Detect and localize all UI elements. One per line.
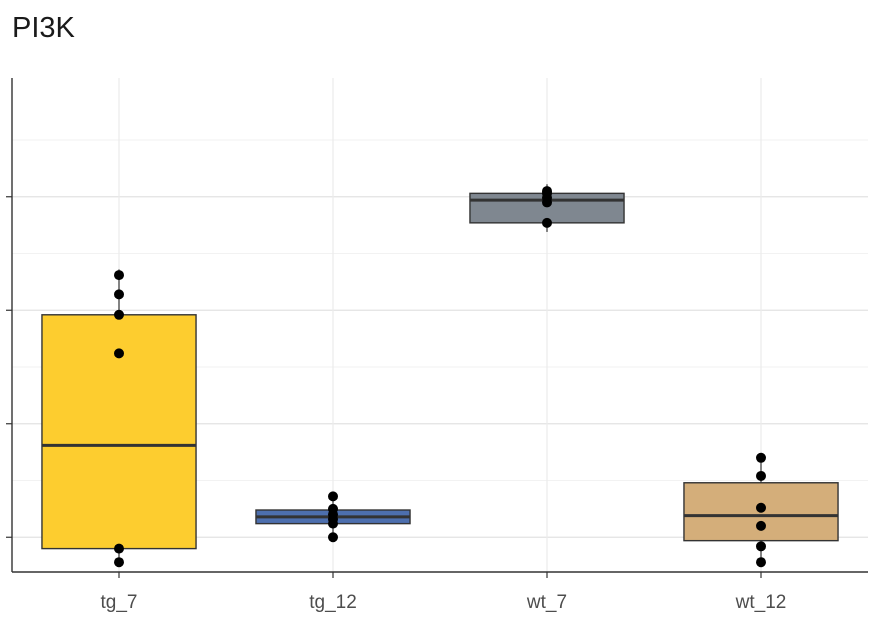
data-point-tg-7 [114, 348, 124, 358]
data-point-wt-12 [756, 521, 766, 531]
x-tick-label: tg_12 [309, 592, 357, 613]
data-point-wt-7 [542, 186, 552, 196]
data-point-wt-12 [756, 557, 766, 567]
data-point-wt-7 [542, 218, 552, 228]
x-tick-label: tg_7 [101, 592, 138, 613]
data-point-wt-12 [756, 541, 766, 551]
data-point-tg-12 [328, 504, 338, 514]
data-point-tg-7 [114, 289, 124, 299]
data-point-wt-12 [756, 503, 766, 513]
data-point-tg-12 [328, 491, 338, 501]
data-point-tg-7 [114, 270, 124, 280]
data-point-tg-7 [114, 557, 124, 567]
data-point-wt-12 [756, 471, 766, 481]
data-point-tg-7 [114, 544, 124, 554]
x-tick-label: wt_7 [526, 592, 567, 613]
data-point-tg-7 [114, 310, 124, 320]
x-tick-label: wt_12 [735, 592, 787, 613]
data-point-tg-12 [328, 532, 338, 542]
data-point-wt-12 [756, 453, 766, 463]
